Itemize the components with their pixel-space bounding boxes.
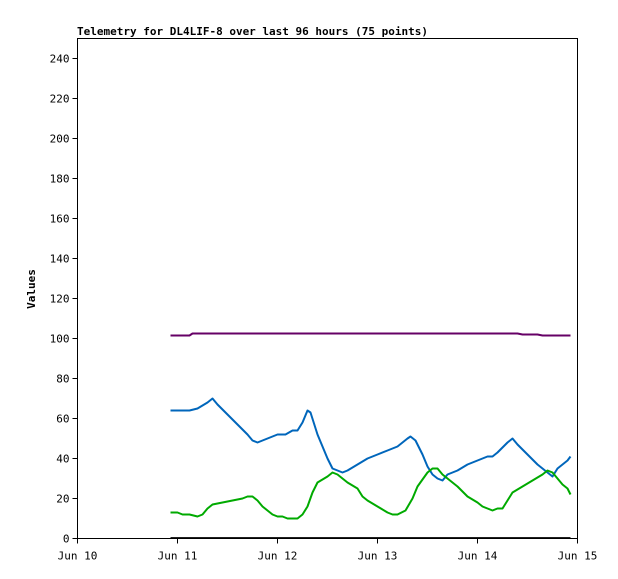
- series-line-1: [170, 332, 571, 337]
- x-tick-label: Jun 13: [358, 550, 398, 563]
- series-line-3: [170, 467, 572, 520]
- y-tick-label: 20: [56, 493, 69, 506]
- y-tick-label: 80: [56, 373, 69, 386]
- y-tick-label: 120: [50, 293, 70, 306]
- y-tick-label: 180: [50, 173, 70, 186]
- x-tick-label: Jun 10: [58, 550, 98, 563]
- y-tick-label: 160: [50, 213, 70, 226]
- y-tick-label: 100: [50, 333, 70, 346]
- y-tick-label: 40: [56, 453, 69, 466]
- y-tick-label: 240: [50, 53, 70, 66]
- series-lines: [170, 332, 572, 539]
- chart-title: Telemetry for DL4LIF-8 over last 96 hour…: [77, 25, 428, 38]
- x-axis: Jun 10 Jun 11 Jun 12 Jun 13 Jun 14 Jun 15: [58, 538, 598, 563]
- y-tick-label: 140: [50, 253, 70, 266]
- x-tick-label: Jun 14: [458, 550, 498, 563]
- series-line-2: [170, 397, 572, 482]
- y-tick-label: 0: [63, 533, 70, 546]
- y-tick-label: 220: [50, 93, 70, 106]
- x-tick-label: Jun 15: [558, 550, 598, 563]
- y-axis-title: Values: [25, 269, 38, 309]
- plot-frame: [77, 38, 578, 539]
- x-tick-label: Jun 11: [158, 550, 198, 563]
- y-tick-label: 60: [56, 413, 69, 426]
- x-tick-label: Jun 12: [258, 550, 298, 563]
- y-tick-label: 200: [50, 133, 70, 146]
- y-axis: 0 20 40 60 80 100 120 140 160 180 200 220 240: [50, 53, 78, 546]
